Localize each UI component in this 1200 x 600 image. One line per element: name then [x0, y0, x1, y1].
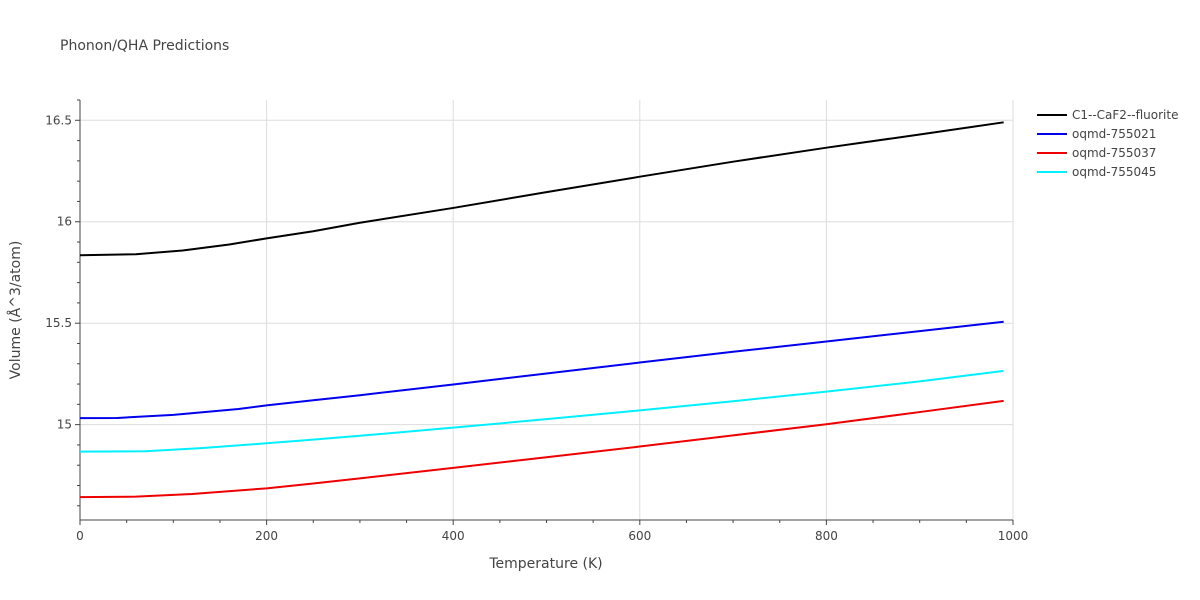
series-layer	[79, 121, 1004, 499]
y-axis-label: Volume (Å^3/atom)	[7, 241, 24, 380]
y-tick-label: 15	[57, 418, 72, 432]
x-tick-label: 200	[255, 529, 278, 543]
series-line-4	[79, 369, 1004, 453]
axes-layer: 0 200 400 600 800 1000 15 15.5 16 16.5	[45, 99, 1029, 543]
chart-title: Phonon/QHA Predictions	[60, 38, 229, 54]
y-tick-label: 15.5	[45, 316, 72, 330]
y-tick-label: 16.5	[45, 113, 72, 127]
legend-label-3: oqmd-755037	[1072, 146, 1156, 160]
x-axis-label: Temperature (K)	[488, 556, 602, 572]
y-tick-label: 16	[57, 215, 72, 229]
legend-label-1: C1--CaF2--fluorite	[1072, 108, 1178, 122]
series-line-2	[79, 320, 1004, 420]
legend-label-2: oqmd-755021	[1072, 127, 1156, 141]
x-tick-label: 800	[815, 529, 838, 543]
x-tick-label: 400	[442, 529, 465, 543]
x-tick-label: 600	[628, 529, 651, 543]
series-line-3	[79, 399, 1004, 499]
grid-layer	[80, 100, 1014, 520]
legend: C1--CaF2--fluorite oqmd-755021 oqmd-755037…	[1037, 108, 1178, 179]
legend-label-4: oqmd-755045	[1072, 165, 1156, 179]
x-tick-label: 1000	[998, 529, 1029, 543]
series-line-1	[79, 121, 1004, 257]
x-tick-label: 0	[76, 529, 84, 543]
